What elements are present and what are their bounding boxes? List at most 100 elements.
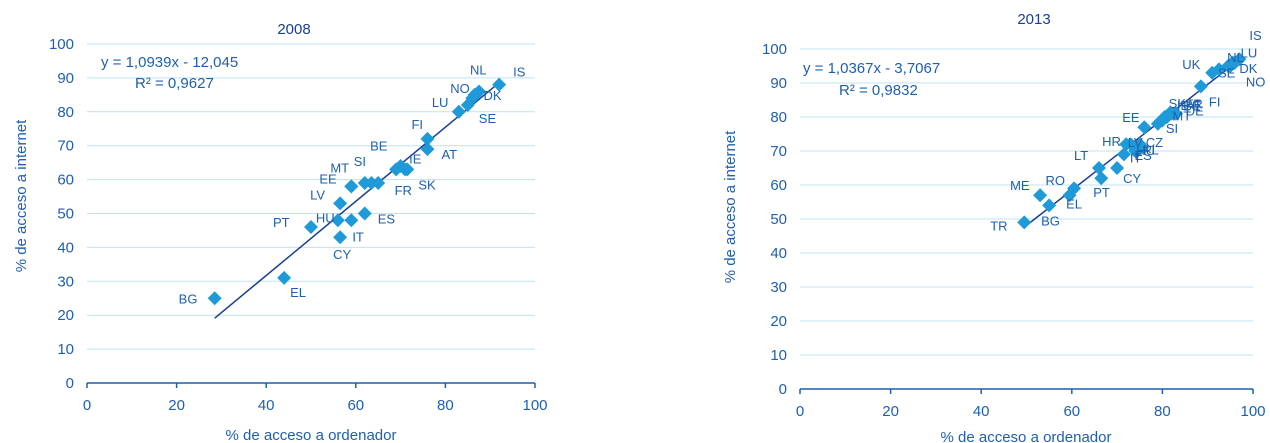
data-label-nl: NL (470, 62, 487, 77)
y-tick-label: 30 (57, 273, 74, 290)
data-label-it: IT (352, 229, 364, 244)
y-tick-label: 20 (57, 307, 74, 324)
y-tick-label: 40 (57, 239, 74, 256)
data-label-el: EL (290, 285, 306, 300)
data-label-be: BE (370, 138, 388, 153)
data-label-el: EL (1066, 196, 1082, 211)
data-label-cy: CY (1123, 171, 1141, 186)
data-point-lt (1091, 161, 1106, 175)
x-axis-title: % de acceso a ordenador (941, 429, 1112, 443)
data-point-bg (1042, 198, 1057, 213)
data-label-it: IT (1130, 150, 1142, 165)
trendline-equation: y = 1,0367x - 3,7067 (803, 60, 940, 77)
data-point-at (420, 142, 435, 157)
data-label-nl: NL (1227, 50, 1244, 65)
x-tick-label: 100 (1240, 403, 1265, 420)
trendline (214, 82, 500, 319)
data-point-at (1168, 106, 1183, 121)
data-point-hu (330, 213, 345, 228)
y-tick-label: 50 (770, 211, 787, 228)
x-tick-label: 100 (522, 397, 547, 414)
y-tick-label: 80 (57, 104, 74, 121)
scatter-chart-2013: 2013 % de acceso a ordenador % de acceso… (722, 11, 1266, 443)
data-label-fi: FI (411, 117, 423, 132)
data-label-lv: LV (1128, 135, 1143, 150)
data-label-ie: IE (1177, 98, 1190, 113)
data-point-is (1232, 52, 1247, 67)
data-label-ee: EE (1122, 110, 1140, 125)
data-label-pt: PT (1093, 185, 1110, 200)
data-label-si: SI (1166, 121, 1178, 136)
data-label-se: SE (479, 111, 497, 126)
y-tick-label: 90 (770, 75, 787, 92)
data-label-no: NO (1246, 75, 1266, 90)
data-label-me: ME (1010, 178, 1030, 193)
y-tick-label: 50 (57, 206, 74, 223)
y-tick-label: 10 (770, 347, 787, 364)
data-label-no: NO (450, 81, 470, 96)
x-tick-label: 0 (796, 403, 804, 420)
data-point-sk (400, 162, 415, 177)
data-label-be: BE (1183, 99, 1201, 114)
data-point (371, 175, 386, 190)
data-point-mt (344, 179, 359, 194)
data-point-pl (1135, 140, 1150, 155)
y-tick-label: 10 (57, 341, 74, 358)
scatter-chart-2008: 2008 % de acceso a ordenador % de acceso… (13, 21, 548, 443)
data-label-fr: FR (395, 183, 412, 198)
y-tick-label: 30 (770, 279, 787, 296)
data-point-it (1116, 147, 1131, 162)
x-tick-label: 80 (1154, 403, 1171, 420)
data-label-at: AT (441, 147, 457, 162)
data-point-el (277, 270, 292, 285)
data-point-cy (333, 230, 348, 245)
y-axis-title: % de acceso a internet (722, 130, 739, 283)
data-label-hu: HU (1136, 143, 1155, 158)
trendline-equation: y = 1,0939x - 12,045 (101, 54, 238, 71)
data-label-lv: LV (310, 187, 325, 202)
x-tick-label: 60 (347, 397, 364, 414)
y-tick-label: 0 (779, 381, 787, 398)
x-tick-label: 60 (1063, 403, 1080, 420)
data-label-pl: PL (1143, 143, 1159, 158)
y-tick-label: 0 (66, 375, 74, 392)
data-label-tr: TR (990, 218, 1007, 233)
data-label-cz: CZ (1146, 135, 1163, 150)
x-tick-label: 20 (882, 403, 899, 420)
x-tick-label: 80 (437, 397, 454, 414)
data-label-de: DE (1186, 104, 1204, 119)
x-tick-label: 40 (973, 403, 990, 420)
y-tick-label: 80 (770, 109, 787, 126)
data-label-si: SI (354, 154, 366, 169)
data-point-es (357, 206, 372, 221)
y-tick-label: 40 (770, 245, 787, 262)
x-tick-label: 20 (168, 397, 185, 414)
data-label-dk: DK (484, 88, 502, 103)
x-tick-label: 40 (258, 397, 275, 414)
data-point-me (1033, 188, 1048, 203)
r-squared-label: R² = 0,9627 (135, 75, 214, 92)
y-tick-label: 100 (49, 36, 74, 53)
data-label-is: IS (513, 65, 526, 80)
data-label-hr: HR (1102, 134, 1121, 149)
data-point-pt (1094, 171, 1109, 186)
data-label-mt: MT (1172, 108, 1191, 123)
y-tick-label: 20 (770, 313, 787, 330)
y-tick-label: 100 (762, 41, 787, 58)
r-squared-label: R² = 0,9832 (839, 82, 918, 99)
y-tick-label: 60 (770, 177, 787, 194)
y-tick-label: 70 (770, 143, 787, 160)
data-label-cy: CY (333, 247, 351, 262)
data-label-pt: PT (273, 215, 290, 230)
data-point-bg (207, 291, 222, 306)
data-label-hu: HU (316, 210, 335, 225)
data-label-fi: FI (1209, 94, 1221, 109)
data-point-fi (420, 131, 435, 146)
data-label-ie: IE (409, 151, 422, 166)
data-label-es: ES (378, 212, 396, 227)
data-point-is (492, 77, 507, 92)
data-label-at: AT (1186, 98, 1202, 113)
data-point-tr (1017, 215, 1032, 230)
data-label-lu: LU (432, 95, 449, 110)
y-tick-label: 70 (57, 138, 74, 155)
